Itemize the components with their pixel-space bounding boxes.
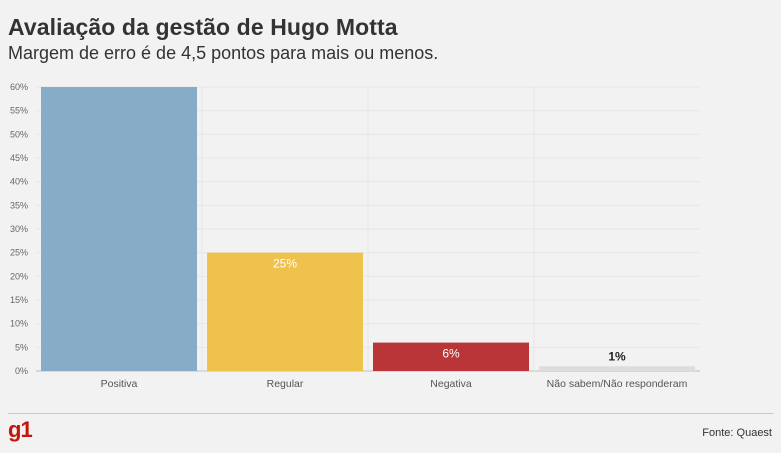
y-tick-label: 10% [10, 319, 28, 329]
data-label: 6% [442, 347, 460, 361]
data-label: 25% [273, 257, 297, 271]
y-tick-label: 60% [10, 82, 28, 92]
y-tick-label: 50% [10, 129, 28, 139]
y-tick-label: 5% [15, 342, 28, 352]
x-tick-label: Regular [267, 378, 304, 390]
y-tick-label: 35% [10, 200, 28, 210]
source-note: Fonte: Quaest [702, 427, 772, 439]
y-tick-label: 55% [10, 106, 28, 116]
y-tick-label: 25% [10, 248, 28, 258]
bar-1 [41, 87, 197, 371]
y-tick-label: 20% [10, 271, 28, 281]
footer-divider [8, 413, 773, 414]
x-tick-label: Negativa [430, 378, 472, 390]
bar-2 [207, 252, 363, 371]
x-tick-label: Não sabem/Não responderam [547, 378, 688, 390]
y-tick-label: 30% [10, 224, 28, 234]
data-label: 1% [608, 349, 626, 363]
x-tick-label: Positiva [101, 378, 138, 390]
y-tick-label: 45% [10, 153, 28, 163]
bar-3 [373, 342, 529, 371]
y-tick-label: 0% [15, 366, 28, 376]
y-tick-label: 40% [10, 177, 28, 187]
chart-subtitle: Margem de erro é de 4,5 pontos para mais… [8, 43, 439, 63]
bar-chart: 0% 5% 10% 15% 20% 25% 30% 35% 40% 45% 50% 55% 60% Pos… [10, 82, 700, 390]
chart-title: Avaliação da gestão de Hugo Motta [8, 14, 398, 40]
y-tick-label: 15% [10, 295, 28, 305]
bar-4 [539, 366, 695, 371]
g1-logo: g1 [8, 417, 33, 442]
